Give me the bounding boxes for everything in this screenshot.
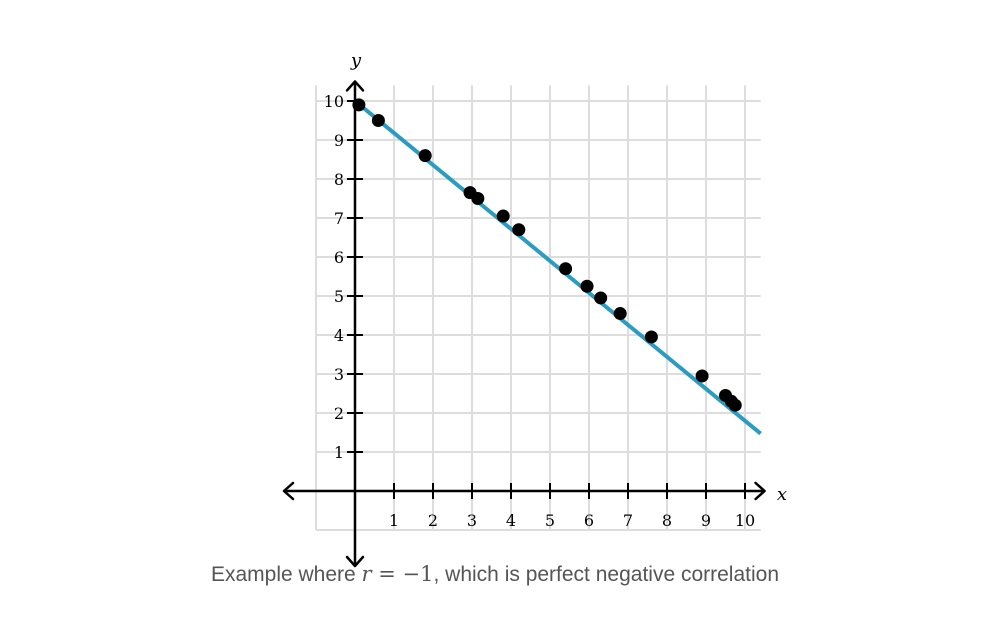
caption: Example where r = −1, which is perfect n… <box>0 562 990 587</box>
axes <box>282 80 766 568</box>
x-axis-arrow-right <box>754 481 766 501</box>
data-point <box>695 369 709 383</box>
x-tick-label: 3 <box>467 511 477 530</box>
data-point <box>559 262 573 276</box>
y-tick-label: 4 <box>334 326 344 345</box>
x-axis-arrow-left <box>282 481 295 501</box>
data-point <box>613 307 627 321</box>
y-axis-label: y <box>350 50 362 71</box>
caption-suffix: , which is perfect negative correlation <box>433 563 780 586</box>
y-tick-label: 9 <box>334 131 344 150</box>
data-point <box>496 209 510 223</box>
data-point <box>471 192 485 205</box>
grid <box>315 85 761 531</box>
caption-prefix: Example where <box>210 563 362 586</box>
trend-line <box>353 99 762 436</box>
data-points <box>352 98 742 412</box>
y-tick-label: 10 <box>324 92 344 111</box>
y-tick-label: 8 <box>334 170 344 189</box>
data-point <box>352 98 366 112</box>
x-tick-label: 5 <box>545 511 555 530</box>
data-point <box>512 223 526 237</box>
x-tick-label: 1 <box>389 511 399 530</box>
y-tick-label: 6 <box>334 248 344 267</box>
data-point <box>580 279 594 293</box>
y-tick-label: 7 <box>334 209 344 228</box>
trend-line-group <box>353 99 762 436</box>
x-tick-label: 6 <box>584 511 594 530</box>
y-axis-arrow-up <box>345 80 365 92</box>
data-point <box>418 149 432 163</box>
y-tick-label: 1 <box>334 443 344 462</box>
y-axis-arrow-down <box>345 555 365 568</box>
data-point <box>644 330 658 344</box>
x-axis-label: x <box>777 484 787 505</box>
x-tick-label: 8 <box>662 511 672 530</box>
data-point <box>728 398 742 412</box>
caption-equation: = −1 <box>371 562 434 586</box>
ticks <box>347 100 746 499</box>
data-point <box>594 291 608 305</box>
x-tick-label: 9 <box>701 511 711 530</box>
y-tick-label: 2 <box>334 404 344 423</box>
x-tick-label: 4 <box>506 511 516 530</box>
x-tick-label: 2 <box>428 511 438 530</box>
tick-labels: 1 2 3 4 5 6 7 8 9 10 1 2 3 4 5 6 7 8 9 10 <box>324 92 756 530</box>
data-point <box>371 114 385 127</box>
x-tick-label: 10 <box>735 511 755 530</box>
x-tick-label: 7 <box>623 511 633 530</box>
caption-variable: r <box>361 562 372 586</box>
y-tick-label: 3 <box>334 365 344 384</box>
y-tick-label: 5 <box>334 287 344 306</box>
